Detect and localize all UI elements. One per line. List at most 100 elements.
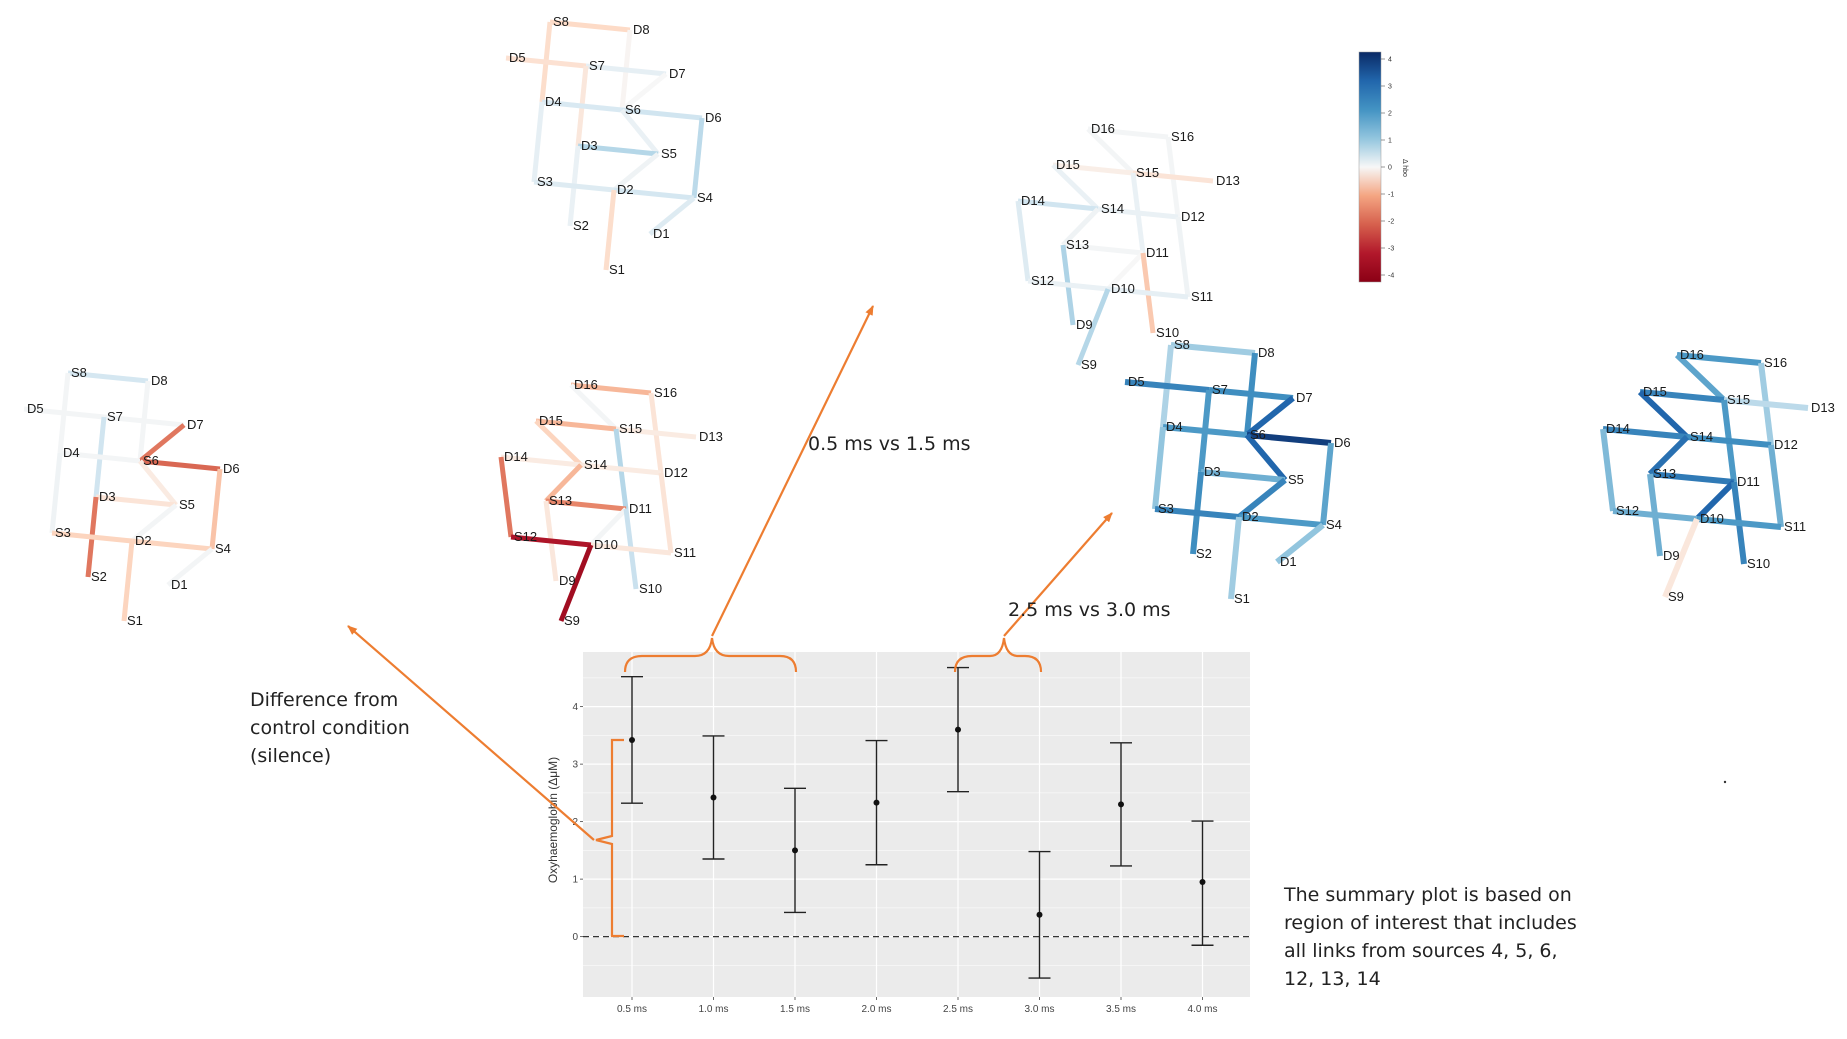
optode-d5: D5 <box>1128 374 1145 389</box>
link-s7-d7 <box>1208 387 1294 401</box>
link-s8-d8 <box>67 370 149 384</box>
mean-point <box>710 794 717 801</box>
x-tick-label: 4.0 ms <box>1187 1004 1217 1015</box>
link-s6-d6 <box>1246 432 1332 446</box>
link-d14-s12 <box>1600 428 1616 512</box>
optode-d16: D16 <box>1680 347 1704 362</box>
optode-d10: D10 <box>1111 281 1135 296</box>
optode-d11: D11 <box>629 501 652 516</box>
optode-s5: S5 <box>661 146 677 161</box>
link-s8-d8 <box>1170 342 1256 356</box>
optode-d7: D7 <box>1296 390 1313 405</box>
link-d12-s11 <box>658 472 674 554</box>
optode-s3: S3 <box>1158 501 1174 516</box>
optode-d10: D10 <box>594 537 618 552</box>
y-axis-label: Oxyhaemoglobin (ΔμM) <box>546 757 560 883</box>
colorbar-tick-label: -2 <box>1388 219 1394 226</box>
link-d15-s14 <box>534 419 583 467</box>
colorbar-tick-label: 4 <box>1388 57 1392 64</box>
colorbar-label: Δ hbo <box>1401 159 1408 177</box>
x-tick-label: 0.5 ms <box>617 1004 647 1015</box>
link-s5-d2 <box>1237 477 1287 520</box>
link-d4-s3 <box>1152 426 1166 510</box>
link-d2-s1 <box>603 189 617 271</box>
optode-d2: D2 <box>135 533 152 548</box>
optode-d7: D7 <box>669 66 686 81</box>
link-s6-s5 <box>620 108 660 156</box>
optode-d14: D14 <box>1606 421 1630 436</box>
optode-s2: S2 <box>91 569 107 584</box>
optode-s13: S13 <box>1066 237 1089 252</box>
optode-s8: S8 <box>71 365 87 380</box>
link-d14-s14 <box>500 454 582 468</box>
comparison-label-1: 0.5 ms vs 1.5 ms <box>808 433 971 455</box>
x-tick-label: 3.0 ms <box>1024 1004 1054 1015</box>
optode-d4: D4 <box>545 94 562 109</box>
colorbar-tick-label: -3 <box>1388 246 1394 253</box>
link-d4-s3 <box>531 101 545 183</box>
optode-s1: S1 <box>609 262 625 277</box>
link-d16-s16 <box>1676 352 1762 366</box>
brace-control <box>595 738 624 938</box>
optode-d12: D12 <box>664 465 688 480</box>
optode-s10: S10 <box>1156 325 1179 340</box>
link-d12-s11 <box>1175 216 1191 298</box>
optode-s11: S11 <box>1784 519 1806 534</box>
colorbar-tick-label: 3 <box>1388 84 1392 91</box>
link-d14-s12 <box>1015 200 1031 282</box>
link-s14-s13 <box>1061 207 1100 247</box>
optode-d8: D8 <box>1258 345 1275 360</box>
link-d10-s9 <box>1662 517 1700 599</box>
optode-d15: D15 <box>1643 384 1667 399</box>
y-tick-label: 0 <box>572 932 578 943</box>
optode-d5: D5 <box>27 401 44 416</box>
link-d15-s14 <box>1637 389 1690 440</box>
link-d5-s7 <box>23 406 105 420</box>
optode-s7: S7 <box>589 58 605 73</box>
optode-d3: D3 <box>99 489 116 504</box>
optode-s13: S13 <box>549 493 572 508</box>
optode-s15: S15 <box>1136 165 1159 180</box>
optode-d13: D13 <box>1811 400 1835 415</box>
mean-point <box>792 847 798 854</box>
optode-s6: S6 <box>625 102 641 117</box>
map-3: S8 D8 D5 S7 D7 D4 S6 D6 D3 S5 S3 D2 S4 S2 D1 S1 <box>23 365 240 628</box>
optode-d15: D15 <box>539 413 563 428</box>
link-d12-s11 <box>1768 444 1784 528</box>
x-tick-label: 2.0 ms <box>861 1004 891 1015</box>
link-d10-s11 <box>1107 286 1189 300</box>
link-s13-d11 <box>545 498 627 512</box>
link-s4-d1 <box>648 196 696 236</box>
optode-d8: D8 <box>151 373 168 388</box>
link-d4-s6 <box>59 450 141 464</box>
link-d15-s15 <box>1639 389 1725 403</box>
error-bars <box>621 666 1214 979</box>
link-d11-d10 <box>1694 479 1737 522</box>
link-d3-s5 <box>1200 469 1286 483</box>
link-s15-d13 <box>1723 397 1809 411</box>
optode-s7: S7 <box>1212 382 1228 397</box>
map-5: S8 D8 D5 S7 D7 D4 S6 D6 D3 S5 S3 D2 S4 S2 D1 S1 <box>1124 337 1351 606</box>
link-s6-s5 <box>138 459 178 507</box>
optode-d9: D9 <box>559 573 576 588</box>
link-d7-s6 <box>620 72 668 112</box>
optode-s10: S10 <box>1747 556 1770 571</box>
summary-note-line-4: 12, 13, 14 <box>1284 968 1381 990</box>
optode-d4: D4 <box>1166 419 1183 434</box>
link-s14-d12 <box>1097 206 1179 220</box>
optode-s1: S1 <box>127 613 143 628</box>
link-d11-d10 <box>589 507 628 547</box>
link-d3-s5 <box>577 143 659 157</box>
mean-point <box>1036 911 1043 918</box>
annotation-shapes <box>347 305 1113 938</box>
link-d16-s15 <box>1086 127 1135 175</box>
link-s4-d1 <box>166 547 214 587</box>
arrow-control <box>347 625 595 841</box>
optode-d7: D7 <box>187 417 204 432</box>
mean-point <box>629 736 635 743</box>
optode-s15: S15 <box>619 421 642 436</box>
optode-s14: S14 <box>1101 201 1124 216</box>
link-s5-d2 <box>130 503 178 543</box>
link-s7-d7 <box>585 63 667 77</box>
